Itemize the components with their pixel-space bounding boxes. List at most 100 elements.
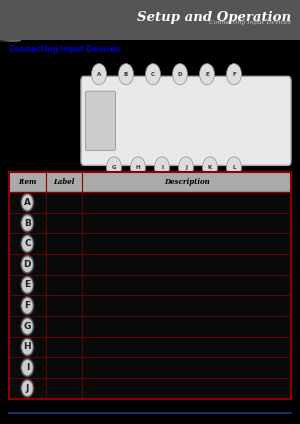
- Bar: [4, 0, 14, 40]
- Circle shape: [21, 317, 34, 336]
- Bar: [2, 0, 12, 40]
- Text: D: D: [178, 72, 182, 77]
- Circle shape: [21, 379, 34, 398]
- Bar: [9, 0, 19, 40]
- Text: C: C: [24, 239, 31, 248]
- Bar: [7, 0, 17, 40]
- Bar: [8, 0, 18, 40]
- Bar: [5, 0, 15, 40]
- Text: B: B: [24, 218, 31, 228]
- Circle shape: [21, 296, 34, 315]
- FancyBboxPatch shape: [85, 91, 116, 151]
- Bar: [9, 295, 291, 316]
- Bar: [6, 0, 16, 40]
- Circle shape: [22, 339, 33, 355]
- Text: F: F: [24, 301, 30, 310]
- Text: G: G: [24, 322, 31, 331]
- Bar: [9, 357, 291, 378]
- Text: Connecting Input Devices: Connecting Input Devices: [209, 20, 291, 25]
- Circle shape: [172, 64, 188, 85]
- Text: J: J: [185, 165, 187, 170]
- Bar: [1, 0, 11, 40]
- Bar: [9, 0, 19, 40]
- Text: D: D: [24, 260, 31, 269]
- Circle shape: [178, 157, 194, 178]
- Bar: [1, 0, 11, 40]
- Circle shape: [21, 255, 34, 274]
- Circle shape: [21, 234, 34, 253]
- Bar: [1, 0, 11, 40]
- Bar: [9, 275, 291, 295]
- Circle shape: [154, 157, 169, 178]
- Circle shape: [22, 257, 33, 272]
- Text: H: H: [23, 343, 31, 351]
- Circle shape: [200, 64, 214, 85]
- Bar: [0, 0, 10, 40]
- Circle shape: [22, 298, 33, 313]
- Bar: [9, 254, 291, 275]
- Circle shape: [118, 64, 134, 85]
- Bar: [6, 0, 16, 40]
- Circle shape: [22, 236, 33, 251]
- Bar: [2, 0, 12, 40]
- Text: I: I: [26, 363, 29, 372]
- Bar: [9, 172, 291, 192]
- Bar: [4, 0, 14, 40]
- Text: A: A: [24, 198, 31, 207]
- Circle shape: [21, 276, 34, 295]
- Text: F: F: [232, 72, 236, 77]
- Bar: [9, 213, 291, 233]
- Text: Connecting Input Devices: Connecting Input Devices: [9, 45, 120, 53]
- Circle shape: [22, 195, 33, 210]
- Bar: [9, 233, 291, 254]
- Text: Setup and Operation: Setup and Operation: [137, 11, 291, 24]
- Bar: [7, 0, 17, 40]
- Circle shape: [106, 157, 122, 178]
- Circle shape: [22, 277, 33, 293]
- Text: E: E: [24, 281, 30, 290]
- Text: L: L: [232, 165, 236, 170]
- Text: I: I: [161, 165, 163, 170]
- Circle shape: [21, 358, 34, 377]
- Circle shape: [202, 157, 217, 178]
- Text: K: K: [208, 165, 212, 170]
- Bar: [4, 0, 14, 40]
- Bar: [0, 0, 10, 40]
- Bar: [5, 0, 15, 40]
- Bar: [6, 0, 16, 40]
- Circle shape: [226, 157, 242, 178]
- Text: A: A: [97, 72, 101, 77]
- Text: Label: Label: [53, 178, 75, 186]
- Circle shape: [92, 64, 106, 85]
- Circle shape: [21, 214, 34, 233]
- Circle shape: [22, 215, 33, 231]
- Circle shape: [21, 338, 34, 357]
- Text: J: J: [26, 384, 29, 393]
- Circle shape: [146, 64, 160, 85]
- Text: G: G: [112, 165, 116, 170]
- Circle shape: [130, 157, 146, 178]
- Bar: [8, 0, 18, 40]
- Text: B: B: [124, 72, 128, 77]
- Text: H: H: [136, 165, 140, 170]
- Text: Item: Item: [18, 178, 37, 186]
- Bar: [2, 0, 12, 40]
- Bar: [9, 192, 291, 213]
- Bar: [3, 0, 13, 40]
- Circle shape: [22, 318, 33, 334]
- Text: E: E: [205, 72, 209, 77]
- Circle shape: [226, 64, 242, 85]
- Bar: [7, 0, 17, 40]
- FancyBboxPatch shape: [0, 0, 300, 40]
- Bar: [9, 0, 19, 40]
- Circle shape: [22, 380, 33, 396]
- Bar: [3, 0, 13, 40]
- Text: Description: Description: [164, 178, 209, 186]
- Bar: [5, 0, 15, 40]
- Text: C: C: [151, 72, 155, 77]
- Bar: [3, 0, 13, 40]
- Circle shape: [22, 360, 33, 375]
- Bar: [9, 378, 291, 399]
- Circle shape: [21, 193, 34, 212]
- Bar: [10, 0, 20, 40]
